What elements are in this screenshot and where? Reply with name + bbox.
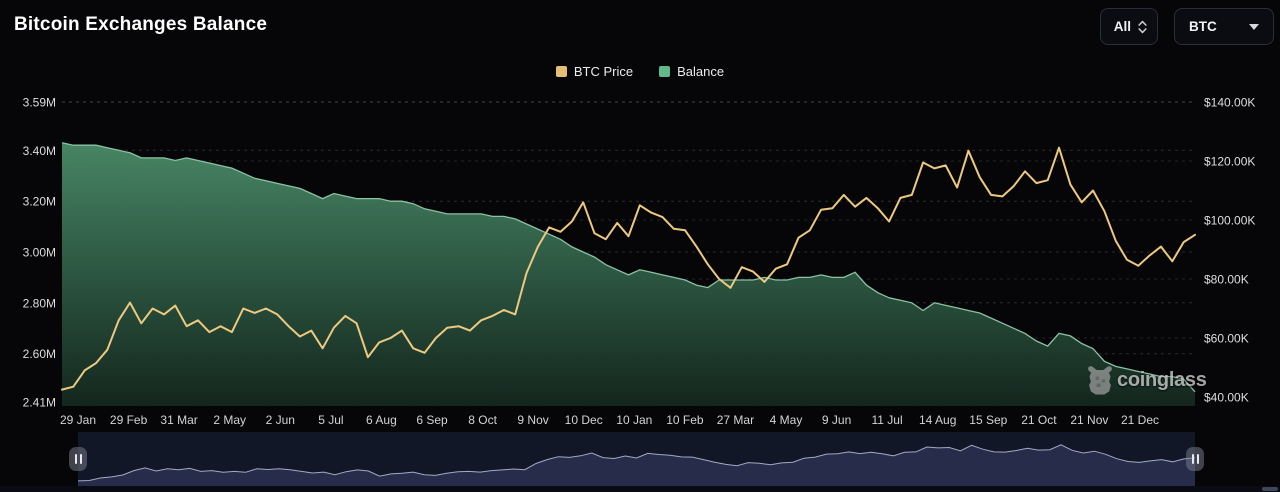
pause-icon bbox=[1191, 454, 1199, 464]
svg-text:11 Jul: 11 Jul bbox=[872, 413, 903, 427]
x-axis-labels: 29 Jan 29 Feb 31 Mar 2 May 2 Jun 5 Jul 6 Aug 6 … bbox=[60, 413, 1159, 427]
svg-text:2.80M: 2.80M bbox=[23, 296, 56, 310]
svg-text:5 Jul: 5 Jul bbox=[318, 413, 343, 427]
svg-text:29 Feb: 29 Feb bbox=[110, 413, 148, 427]
coinglass-logo-icon bbox=[1088, 366, 1112, 395]
svg-text:6 Aug: 6 Aug bbox=[366, 413, 397, 427]
svg-text:$60.00K: $60.00K bbox=[1204, 332, 1249, 346]
svg-text:6 Sep: 6 Sep bbox=[416, 413, 448, 427]
svg-text:31 Mar: 31 Mar bbox=[160, 413, 197, 427]
horizontal-scrollbar-track[interactable] bbox=[0, 486, 1280, 492]
coinglass-wordmark: coinglass bbox=[1117, 368, 1207, 391]
coin-select-value: BTC bbox=[1189, 19, 1217, 34]
balance-area-series bbox=[61, 142, 1196, 406]
svg-text:21 Oct: 21 Oct bbox=[1021, 413, 1057, 427]
legend-item-balance[interactable]: Balance bbox=[659, 64, 724, 79]
svg-text:$100.00K: $100.00K bbox=[1204, 214, 1255, 228]
svg-text:3.00M: 3.00M bbox=[23, 246, 56, 260]
svg-text:$120.00K: $120.00K bbox=[1204, 155, 1255, 169]
svg-text:27 Mar: 27 Mar bbox=[717, 413, 754, 427]
svg-text:$140.00K: $140.00K bbox=[1204, 96, 1255, 110]
svg-text:14 Aug: 14 Aug bbox=[919, 413, 956, 427]
btc-price-line-series bbox=[61, 146, 1196, 391]
svg-text:10 Jan: 10 Jan bbox=[616, 413, 652, 427]
svg-text:2 May: 2 May bbox=[213, 413, 246, 427]
page-title: Bitcoin Exchanges Balance bbox=[14, 14, 268, 35]
up-down-chevrons-icon bbox=[1138, 20, 1147, 33]
chart-legend: BTC Price Balance bbox=[0, 64, 1280, 79]
svg-text:21 Nov: 21 Nov bbox=[1070, 413, 1108, 427]
svg-text:$80.00K: $80.00K bbox=[1204, 273, 1249, 287]
svg-text:$40.00K: $40.00K bbox=[1204, 391, 1249, 405]
svg-text:3.59M: 3.59M bbox=[23, 96, 56, 110]
main-chart[interactable]: 3.59M 3.40M 3.20M 3.00M 2.80M 2.60M 2.41M $140… bbox=[0, 88, 1280, 433]
legend-item-btc-price[interactable]: BTC Price bbox=[555, 64, 634, 79]
range-navigator[interactable] bbox=[69, 432, 1204, 486]
balance-swatch-icon bbox=[659, 66, 671, 77]
svg-text:2.60M: 2.60M bbox=[23, 347, 56, 361]
svg-text:29 Jan: 29 Jan bbox=[60, 413, 96, 427]
svg-text:10 Dec: 10 Dec bbox=[565, 413, 603, 427]
navigator-left-handle[interactable] bbox=[69, 447, 87, 471]
svg-text:10 Feb: 10 Feb bbox=[666, 413, 704, 427]
legend-label: Balance bbox=[677, 64, 725, 79]
svg-text:2.41M: 2.41M bbox=[23, 396, 56, 410]
svg-text:9 Jun: 9 Jun bbox=[822, 413, 851, 427]
svg-text:4 May: 4 May bbox=[770, 413, 803, 427]
y-axis-right-labels: $140.00K $120.00K $100.00K $80.00K $60.00K $4… bbox=[1204, 96, 1255, 405]
pause-icon bbox=[74, 454, 82, 464]
time-range-select[interactable]: All bbox=[1099, 8, 1158, 45]
chart-controls: All BTC bbox=[1099, 8, 1274, 45]
svg-text:9 Nov: 9 Nov bbox=[517, 413, 548, 427]
navigator-right-handle[interactable] bbox=[1186, 447, 1204, 471]
btc-price-swatch-icon bbox=[555, 66, 567, 77]
time-range-value: All bbox=[1113, 19, 1131, 34]
scrollbar-thumb[interactable] bbox=[1262, 487, 1278, 491]
svg-text:21 Dec: 21 Dec bbox=[1121, 413, 1159, 427]
svg-text:8 Oct: 8 Oct bbox=[468, 413, 497, 427]
y-axis-left-labels: 3.59M 3.40M 3.20M 3.00M 2.80M 2.60M 2.41M bbox=[23, 96, 56, 410]
svg-text:3.20M: 3.20M bbox=[23, 195, 56, 209]
svg-text:2 Jun: 2 Jun bbox=[266, 413, 295, 427]
svg-text:15 Sep: 15 Sep bbox=[969, 413, 1007, 427]
coin-select[interactable]: BTC bbox=[1174, 8, 1274, 45]
legend-label: BTC Price bbox=[573, 64, 634, 79]
svg-text:3.40M: 3.40M bbox=[23, 144, 56, 158]
chevron-down-icon bbox=[1249, 23, 1259, 30]
coinglass-watermark: coinglass bbox=[1086, 364, 1207, 396]
